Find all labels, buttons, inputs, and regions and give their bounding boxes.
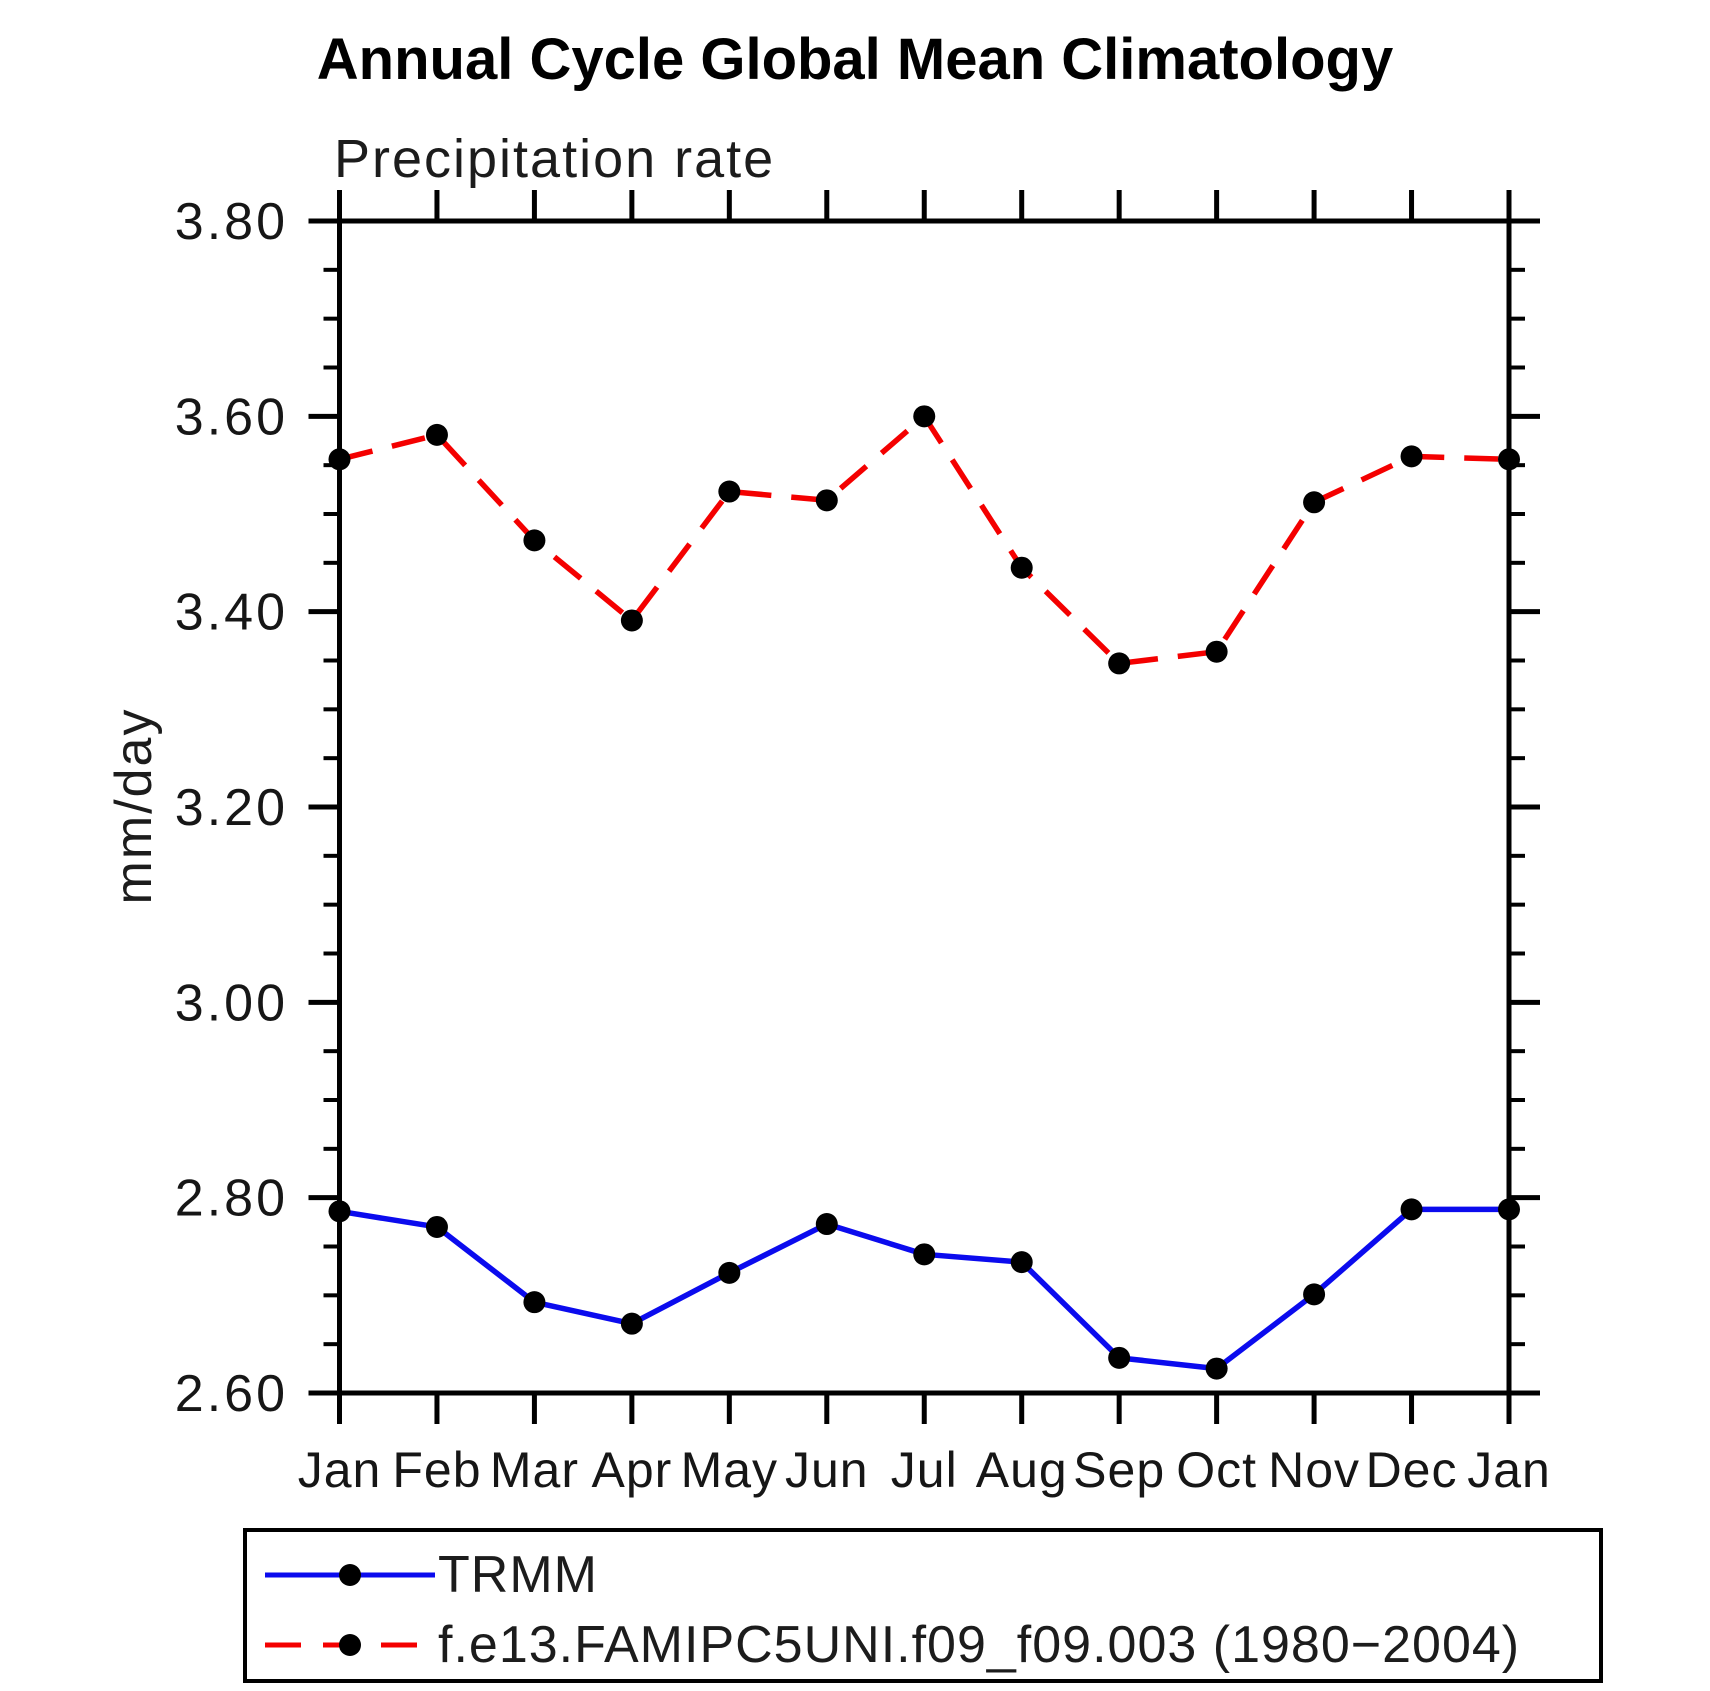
series-0-marker xyxy=(718,1261,741,1284)
series-1-marker xyxy=(523,529,546,552)
y-tick-label: 3.20 xyxy=(175,779,288,837)
series-1-marker xyxy=(815,489,838,512)
y-tick-label: 3.00 xyxy=(175,974,288,1032)
y-tick-label: 3.80 xyxy=(175,193,288,251)
series-0-marker xyxy=(523,1291,546,1314)
legend-key-trmm-line-sample xyxy=(265,1564,435,1586)
x-tick-label: Jan xyxy=(298,1442,382,1498)
chart-subtitle: Precipitation rate xyxy=(334,129,776,189)
series-0-marker xyxy=(1303,1283,1326,1306)
series-1-marker xyxy=(1498,448,1520,471)
x-tick-label: Apr xyxy=(591,1442,672,1498)
series-0-marker xyxy=(1108,1346,1131,1369)
x-tick-label: Aug xyxy=(976,1442,1068,1498)
plot-frame xyxy=(337,218,1512,1396)
y-tick-label: 2.60 xyxy=(175,1365,288,1423)
series-0-marker xyxy=(328,1200,351,1223)
x-tick-label: Jun xyxy=(785,1442,869,1498)
chart-title: Annual Cycle Global Mean Climatology xyxy=(316,27,1394,92)
x-tick-label: Sep xyxy=(1073,1442,1165,1498)
series-1-marker xyxy=(1400,445,1423,468)
series-0-marker xyxy=(815,1213,838,1236)
series-0-marker xyxy=(425,1215,448,1238)
x-tick-label: Jul xyxy=(891,1442,958,1498)
series-1-marker xyxy=(1303,491,1326,514)
series-1-marker xyxy=(328,448,351,471)
model-marker-sample xyxy=(339,1634,361,1656)
y-tick-label: 3.60 xyxy=(175,388,288,446)
series-1-marker xyxy=(718,480,741,503)
series-1-marker xyxy=(425,423,448,446)
legend: TRMM f.e13.FAMIPC5UNI.f09_f09.003 (1980−… xyxy=(243,1528,1603,1683)
series-1-marker xyxy=(1205,640,1228,663)
series-0-marker xyxy=(1400,1198,1423,1221)
series-1-marker xyxy=(1010,556,1033,579)
legend-key-model-line-sample xyxy=(265,1634,435,1656)
legend-item-trmm: TRMM xyxy=(256,1549,598,1601)
series-1-marker xyxy=(620,609,643,632)
series-1-marker xyxy=(913,405,936,428)
series-1-marker xyxy=(1108,652,1131,675)
series-0-marker xyxy=(913,1243,936,1266)
x-tick-label: Feb xyxy=(392,1442,481,1498)
x-tick-label: Nov xyxy=(1268,1442,1360,1498)
legend-label-model: f.e13.FAMIPC5UNI.f09_f09.003 (1980−2004) xyxy=(438,1616,1521,1674)
trmm-marker-sample xyxy=(339,1564,361,1586)
series-0-marker xyxy=(620,1312,643,1335)
series-0-marker xyxy=(1205,1357,1228,1380)
x-tick-label: Oct xyxy=(1176,1442,1257,1498)
y-tick-label: 3.40 xyxy=(175,584,288,642)
series-line-0 xyxy=(339,1206,1509,1372)
series-0-marker xyxy=(1498,1198,1520,1221)
y-tick-label: 2.80 xyxy=(175,1170,288,1228)
legend-item-model: f.e13.FAMIPC5UNI.f09_f09.003 (1980−2004) xyxy=(256,1619,1520,1671)
x-tick-label: Dec xyxy=(1366,1442,1458,1498)
legend-label-trmm: TRMM xyxy=(438,1546,598,1604)
x-tick-label: May xyxy=(681,1442,778,1498)
x-tick-label: Jan xyxy=(1467,1442,1551,1498)
x-tick-label: Mar xyxy=(490,1442,579,1498)
series-line-1 xyxy=(338,413,1510,667)
series-0-marker xyxy=(1010,1251,1033,1274)
